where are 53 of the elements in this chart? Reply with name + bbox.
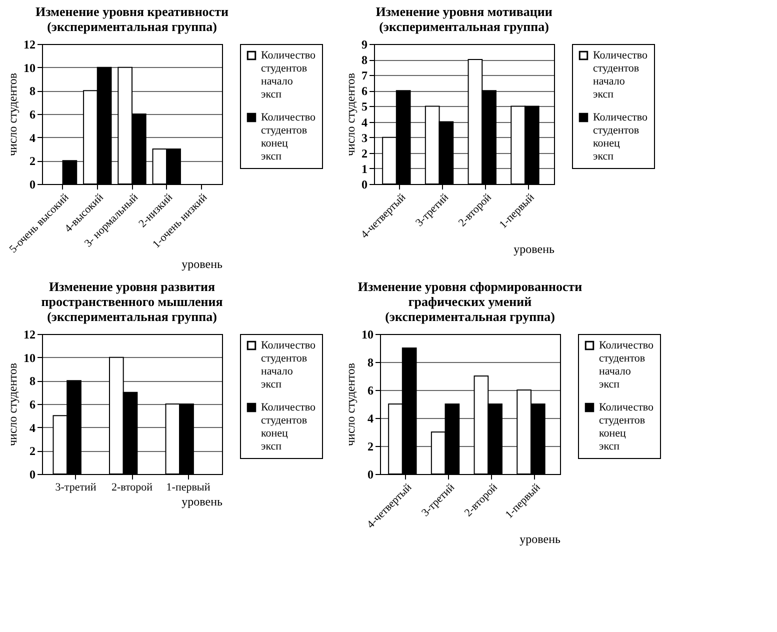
x-axis-title: уровень	[182, 494, 224, 508]
x-tick-label: 1-первый	[166, 482, 210, 494]
y-tick-label: 12	[24, 328, 36, 342]
y-tick-label: 6	[30, 108, 36, 122]
legend-label: Количество студентов начало эксп	[599, 340, 654, 390]
legend-label: Количество студентов конец эксп	[261, 402, 316, 452]
legend-label: Количество студентов начало эксп	[261, 50, 316, 100]
x-axis-title: уровень	[520, 532, 562, 546]
y-tick-label: 2	[362, 146, 368, 160]
y-tick-label: 0	[368, 468, 374, 482]
x-tick-label: 2-второй	[111, 482, 153, 494]
chart-title: Изменение уровня развития пространственного мышления (экспериментальная группа)	[41, 279, 223, 324]
y-tick-label: 2	[368, 440, 374, 454]
y-tick-label: 12	[24, 38, 36, 52]
y-tick-label: 4	[30, 130, 36, 145]
y-axis-title: число студентов	[344, 72, 358, 156]
y-tick-label: 6	[30, 398, 36, 412]
y-tick-label: 0	[30, 468, 36, 482]
y-tick-label: 4	[368, 412, 374, 426]
legend-label: Количество студентов начало эксп	[261, 340, 316, 390]
y-tick-label: 2	[30, 444, 36, 458]
x-axis-title: уровень	[182, 256, 224, 271]
legend-label: Количество студентов конец эксп	[261, 112, 316, 162]
x-axis-title: уровень	[514, 242, 556, 256]
y-tick-label: 4	[362, 115, 368, 130]
y-tick-label: 8	[368, 356, 374, 370]
chart-title: Изменение уровня креативности (экспериментальная группа)	[36, 4, 229, 34]
y-tick-label: 3	[362, 130, 368, 145]
y-tick-label: 6	[362, 84, 368, 98]
legend-label: Количество студентов конец эксп	[593, 112, 648, 162]
y-axis-title: число студентов	[344, 362, 358, 446]
y-tick-label: 8	[362, 53, 368, 68]
legend-label: Количество студентов начало эксп	[593, 50, 648, 100]
y-tick-label: 10	[24, 60, 36, 75]
y-tick-label: 0	[362, 178, 368, 192]
y-tick-label: 10	[24, 350, 36, 365]
y-tick-label: 4	[30, 420, 36, 435]
y-axis-title: число студентов	[6, 72, 20, 156]
y-tick-label: 6	[368, 384, 374, 398]
y-tick-label: 5	[362, 100, 368, 114]
y-tick-label: 8	[30, 84, 36, 98]
chart-title: Изменение уровня мотивации (экспериментальная группа)	[376, 4, 553, 34]
y-tick-label: 0	[30, 178, 36, 192]
x-tick-label: 3-третий	[55, 482, 96, 494]
y-tick-label: 7	[362, 68, 368, 83]
chart-title: Изменение уровня сформированности графических умений (экспериментальная группа)	[358, 279, 583, 324]
legend-label: Количество студентов конец эксп	[599, 402, 654, 452]
y-tick-label: 1	[362, 162, 368, 176]
y-tick-label: 2	[30, 154, 36, 168]
y-tick-label: 8	[30, 374, 36, 388]
y-tick-label: 10	[362, 328, 374, 342]
y-tick-label: 9	[362, 38, 368, 52]
y-axis-title: число студентов	[6, 362, 20, 446]
